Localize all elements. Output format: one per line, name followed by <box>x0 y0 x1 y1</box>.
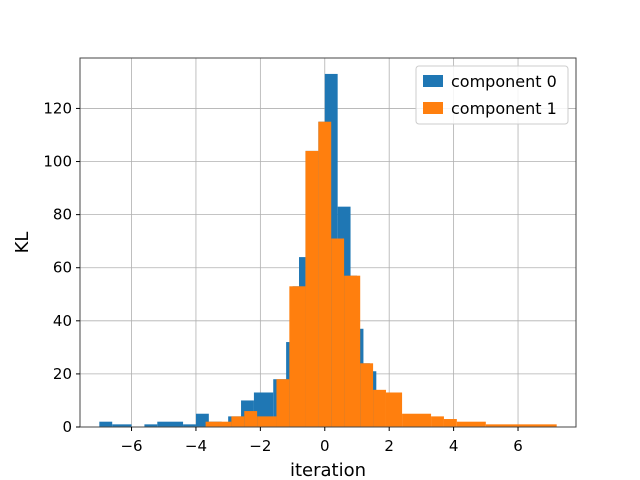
histogram-bar-series-1 <box>305 150 319 427</box>
x-tick-label: −4 <box>185 437 207 455</box>
histogram-bar-series-1 <box>385 392 403 427</box>
histogram-bar-series-1 <box>518 424 557 427</box>
x-tick-label: −2 <box>249 437 271 455</box>
x-tick-label: 4 <box>449 437 459 455</box>
x-tick-label: 2 <box>384 437 394 455</box>
histogram-bar-series-0 <box>183 424 196 427</box>
histogram-bar-series-1 <box>431 416 444 427</box>
y-tick-label: 80 <box>53 206 72 224</box>
histogram-bar-series-1 <box>205 421 219 427</box>
histogram-bar-series-0 <box>99 421 113 427</box>
y-tick-label: 40 <box>53 312 72 330</box>
y-tick-label: 20 <box>53 365 72 383</box>
histogram-bar-series-1 <box>443 419 457 427</box>
histogram-bars <box>99 73 557 428</box>
histogram-bar-series-1 <box>344 275 361 427</box>
histogram-bar-series-1 <box>402 413 432 427</box>
histogram-bar-series-0 <box>157 421 184 427</box>
histogram-bar-series-1 <box>485 424 519 427</box>
histogram-bar-series-1 <box>289 286 306 427</box>
histogram-bar-series-0 <box>144 424 158 427</box>
legend-swatch <box>423 75 443 87</box>
legend-box <box>415 65 569 125</box>
histogram-bar-series-0 <box>112 424 132 427</box>
plot-area-frame <box>79 57 577 428</box>
histogram-bar-series-1 <box>318 121 332 428</box>
y-axis-label: KL <box>12 232 33 254</box>
x-tick-label: 6 <box>513 437 523 455</box>
x-axis-label: iteration <box>290 460 366 480</box>
x-tick-label: 0 <box>320 437 330 455</box>
legend-label: component 1 <box>451 99 557 118</box>
histogram-bar-series-1 <box>331 238 345 427</box>
x-tick-label: −6 <box>120 437 142 455</box>
histogram-bar-series-1 <box>276 379 290 427</box>
y-tick-label: 60 <box>53 259 72 277</box>
legend-swatch <box>423 102 443 114</box>
histogram-bar-series-1 <box>231 416 245 427</box>
histogram-bar-series-1 <box>244 411 258 427</box>
legend: component 0 component 1 <box>415 65 569 125</box>
y-tick-label: 100 <box>43 153 72 171</box>
y-tick-label: 120 <box>43 99 72 117</box>
histogram-bar-series-1 <box>456 421 486 427</box>
histogram-bar-series-1 <box>218 421 232 427</box>
histogram-bar-series-1 <box>373 389 386 427</box>
legend-label: component 0 <box>451 72 557 91</box>
histogram-bar-series-1 <box>360 363 374 427</box>
histogram-bar-series-1 <box>257 416 277 427</box>
y-tick-label: 0 <box>62 418 72 436</box>
